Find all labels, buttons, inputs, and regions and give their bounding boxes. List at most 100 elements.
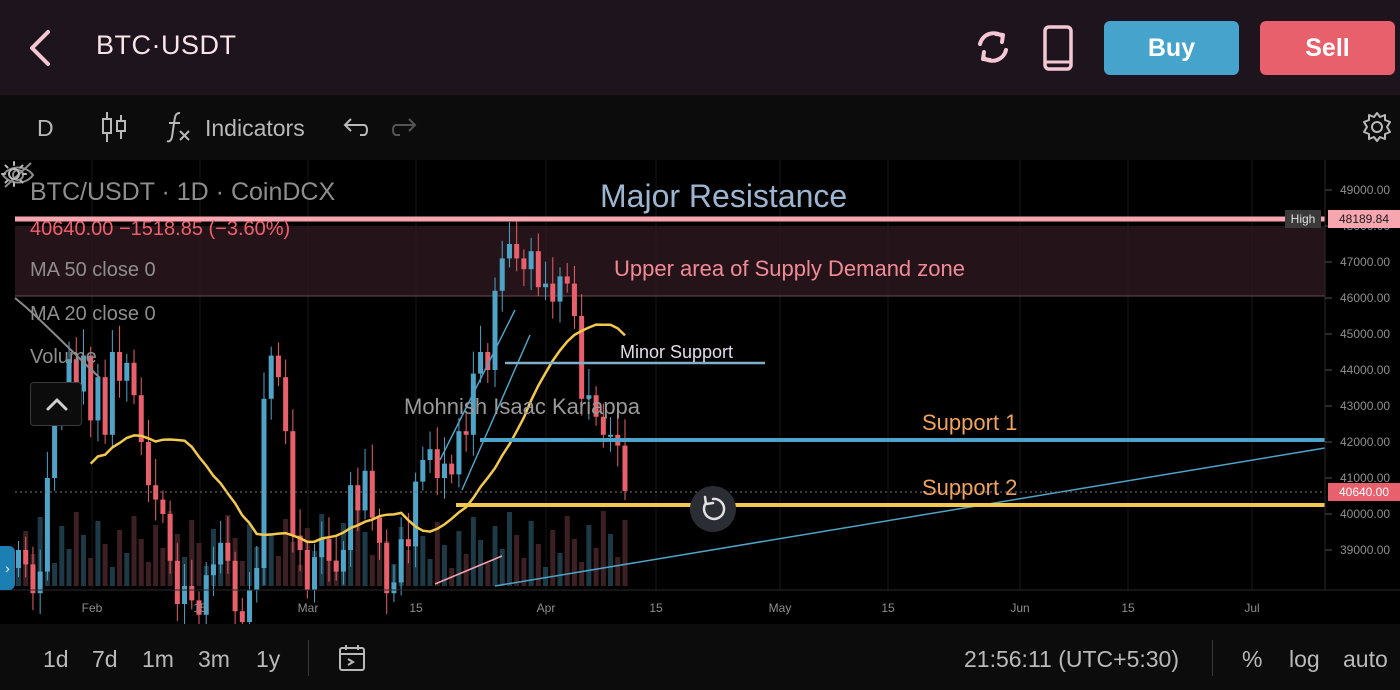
volume-bar <box>109 567 115 586</box>
volume-bar <box>485 563 491 586</box>
volume-bar <box>608 534 614 586</box>
range-1y[interactable]: 1y <box>256 646 281 672</box>
candle-body <box>203 575 209 615</box>
candle-body <box>427 449 433 460</box>
volume-bar <box>160 548 166 586</box>
candle-body <box>297 535 303 550</box>
support2-annotation: Support 2 <box>922 475 1018 500</box>
volume-bar <box>189 520 195 586</box>
candle-body <box>398 539 404 583</box>
candle-body <box>44 478 50 572</box>
separator <box>1212 640 1213 676</box>
time-tick-label: Feb <box>82 601 103 615</box>
ma50-legend[interactable]: MA 50 close 0 <box>30 259 156 281</box>
percent-scale-toggle[interactable]: % <box>1242 646 1263 672</box>
settings-gear-icon[interactable] <box>1360 110 1394 144</box>
volume-bar <box>355 509 361 586</box>
candle-body <box>16 550 21 568</box>
log-scale-toggle[interactable]: log <box>1289 646 1320 672</box>
volume-bar <box>557 553 563 586</box>
candle-body <box>37 571 43 594</box>
candle-body <box>608 434 614 437</box>
theme-toggle-sun-icon[interactable] <box>0 160 28 188</box>
price-tick-label: 46000.00 <box>1340 291 1390 305</box>
supply-demand-zone <box>15 226 1325 296</box>
volume-bar <box>102 544 108 586</box>
volume-bar <box>297 565 303 586</box>
volume-bar <box>290 542 296 586</box>
price-chart[interactable]: 49000.0048000.0047000.0046000.0045000.00… <box>0 160 1400 624</box>
function-icon[interactable] <box>164 109 192 145</box>
time-tick-label: Jun <box>1010 601 1029 615</box>
volume-bar <box>470 517 476 586</box>
candle-body <box>528 251 534 270</box>
time-tick-label: 15 <box>193 601 207 615</box>
volume-bar <box>52 563 58 586</box>
date-range-icon[interactable] <box>336 642 368 674</box>
channel-line-lower <box>461 334 531 491</box>
candle-body <box>52 413 58 478</box>
time-tick-label: Apr <box>537 601 556 615</box>
sell-button[interactable]: Sell <box>1260 21 1395 75</box>
candle-body <box>348 485 354 550</box>
indicators-button[interactable]: Indicators <box>205 115 305 141</box>
phone-rotate-icon[interactable] <box>1042 24 1074 72</box>
volume-bar <box>521 558 527 586</box>
buy-button[interactable]: Buy <box>1104 21 1239 75</box>
moving-average-line <box>89 323 626 544</box>
redo-icon[interactable] <box>390 115 418 139</box>
candle-body <box>232 560 238 612</box>
back-arrow-icon[interactable] <box>20 26 60 70</box>
support1-annotation: Support 1 <box>922 410 1018 435</box>
clock-timezone[interactable]: 21:56:11 (UTC+5:30) <box>964 646 1179 672</box>
ma20-legend[interactable]: MA 20 close 0 <box>30 303 156 325</box>
collapse-legend-button[interactable] <box>30 382 82 426</box>
interval-selector[interactable]: D <box>37 115 54 141</box>
candle-body <box>189 586 195 601</box>
auto-scale-toggle[interactable]: auto <box>1343 646 1388 672</box>
volume-bar <box>117 530 123 586</box>
price-tick-label: 42000.00 <box>1340 435 1390 449</box>
candle-body <box>138 395 144 442</box>
range-1d[interactable]: 1d <box>43 646 69 672</box>
candle-body <box>182 586 188 604</box>
volume-bar <box>369 555 375 586</box>
price-tick-label: 39000.00 <box>1340 543 1390 557</box>
candle-body <box>312 557 318 590</box>
candle-body <box>420 460 426 482</box>
volume-bar <box>456 531 462 586</box>
minor-support-annotation: Minor Support <box>620 342 734 362</box>
volume-bar <box>66 549 72 586</box>
volume-bar <box>247 524 253 586</box>
price-tick-label: 47000.00 <box>1340 255 1390 269</box>
price-change-legend: 40640.00 −1518.85 (−3.60%) <box>30 218 291 240</box>
range-3m[interactable]: 3m <box>198 646 230 672</box>
volume-bar <box>528 521 534 586</box>
candle-body <box>23 550 29 565</box>
ma-gray-line <box>14 297 101 379</box>
candle-body <box>514 244 520 259</box>
candle-body <box>275 355 281 378</box>
reset-chart-button[interactable] <box>690 486 736 532</box>
high-label: High <box>1291 212 1316 226</box>
symbol-legend: BTC/USDT · 1D · CoinDCX <box>30 178 336 206</box>
pair-title: BTC·USDT <box>96 30 237 60</box>
candle-body <box>109 352 115 435</box>
price-tick-label: 44000.00 <box>1340 363 1390 377</box>
volume-bar <box>196 543 202 586</box>
volume-legend[interactable]: Volume <box>30 346 97 368</box>
candle-body <box>543 283 549 288</box>
ascending-trendline <box>494 447 1326 587</box>
undo-icon[interactable] <box>342 115 370 139</box>
candle-body <box>131 362 137 396</box>
candle-body <box>30 564 36 594</box>
candle-body <box>73 359 79 392</box>
side-panel-toggle[interactable]: › <box>0 546 15 590</box>
chart-area[interactable]: 49000.0048000.0047000.0046000.0045000.00… <box>0 160 1400 624</box>
range-1m[interactable]: 1m <box>142 646 174 672</box>
refresh-icon[interactable] <box>972 26 1014 68</box>
candles-icon[interactable] <box>100 109 128 145</box>
range-7d[interactable]: 7d <box>92 646 118 672</box>
volume-bar <box>564 516 570 586</box>
chevron-up-icon <box>46 398 68 411</box>
